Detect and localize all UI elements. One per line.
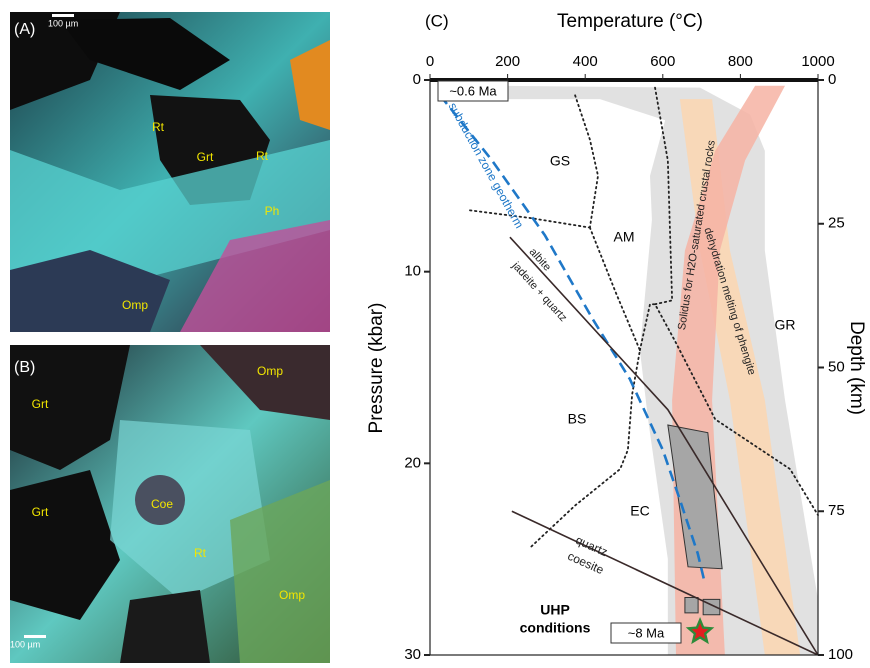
field-label: GS [550,153,570,169]
mineral-label: Grt [197,150,214,164]
mineral-label: Omp [122,298,148,312]
y-tick-label: 20 [404,454,421,471]
micrograph-a [10,12,330,332]
mineral-label: Omp [279,588,305,602]
field-label: BS [568,411,587,427]
figure: (A) 100 µm Rt Grt Rt Ph Omp (B) 100 µm Grt Omp Coe G… [0,0,870,663]
mineral-label: Omp [257,364,283,378]
grain [120,590,210,663]
panel-label: (C) [425,11,449,30]
x-tick-label: 1000 [801,53,834,70]
field-label: AM [614,229,635,245]
age-label: ~0.6 Ma [449,83,497,98]
field-label: EC [630,503,649,519]
y2-tick-label: 75 [828,502,845,519]
y2-tick-label: 25 [828,215,845,232]
mineral-label: Rt [152,120,165,134]
mineral-label: Ph [265,204,280,218]
y2-tick-label: 50 [828,358,845,375]
y-tick-label: 10 [404,263,421,280]
scale-label: 100 µm [10,639,40,649]
mineral-label: Rt [194,546,207,560]
y2-axis-title: Depth (km) [846,321,867,415]
y-tick-label: 30 [404,646,421,663]
y2-tick-label: 100 [828,646,853,663]
scale-label: 100 µm [48,18,78,28]
uhp-label: UHP [540,602,570,618]
facies-boundary [470,210,590,227]
facies-boundary [575,95,598,227]
series-label: subduction zone geotherm [446,100,527,230]
x-tick-label: 600 [650,53,675,70]
x-tick-label: 400 [573,53,598,70]
y2-tick-label: 0 [828,71,836,88]
scale-bar [24,635,46,638]
mineral-label: Grt [32,397,49,411]
panel-label: (B) [14,359,35,376]
panel-label: (A) [14,21,35,38]
scale-bar [52,14,74,17]
uhp-label: conditions [520,620,591,636]
age-label: ~8 Ma [628,625,665,640]
y-tick-label: 0 [413,71,421,88]
x-axis-title: Temperature (°C) [557,11,703,32]
pt-box [685,598,698,613]
mineral-label: Rt [256,149,269,163]
x-tick-label: 200 [495,53,520,70]
mineral-label: Coe [151,497,173,511]
field-label: GR [775,317,796,333]
facies-boundary [530,228,640,548]
y-axis-title: Pressure (kbar) [366,303,387,434]
x-tick-label: 800 [728,53,753,70]
x-tick-label: 0 [426,53,434,70]
mineral-label: Grt [32,505,49,519]
